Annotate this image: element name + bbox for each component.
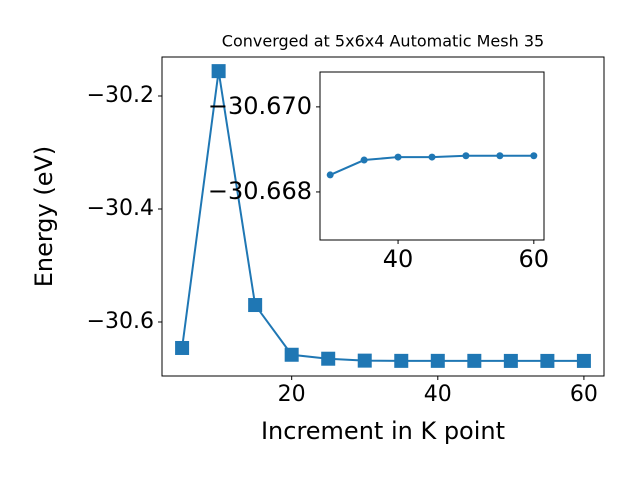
marker — [211, 64, 226, 79]
marker — [394, 353, 409, 368]
y-tick-label: −30.6 — [87, 309, 154, 334]
marker — [321, 351, 336, 366]
marker — [462, 152, 470, 160]
marker — [326, 171, 334, 179]
marker — [503, 353, 518, 368]
marker — [360, 156, 368, 164]
marker — [467, 353, 482, 368]
marker — [430, 353, 445, 368]
x-tick-label: 40 — [424, 382, 452, 407]
marker — [540, 353, 555, 368]
y-tick-label: −30.2 — [87, 83, 154, 108]
y-tick-label: −30.670 — [208, 92, 312, 120]
x-tick-label: 60 — [519, 245, 550, 273]
chart-title: Converged at 5x6x4 Automatic Mesh 35 — [222, 32, 544, 51]
y-tick-label: −30.668 — [208, 177, 312, 205]
marker — [428, 153, 436, 161]
marker — [284, 347, 299, 362]
x-tick-label: 60 — [570, 382, 598, 407]
y-axis-label: Energy (eV) — [30, 146, 58, 288]
marker — [175, 340, 190, 355]
x-tick-label: 40 — [383, 245, 414, 273]
marker — [530, 152, 538, 160]
marker — [496, 152, 504, 160]
marker — [357, 353, 372, 368]
x-axis-label: Increment in K point — [261, 417, 505, 445]
x-tick-label: 20 — [278, 382, 306, 407]
marker — [394, 153, 402, 161]
marker — [576, 353, 591, 368]
y-tick-label: −30.4 — [87, 196, 154, 221]
marker — [248, 298, 263, 313]
